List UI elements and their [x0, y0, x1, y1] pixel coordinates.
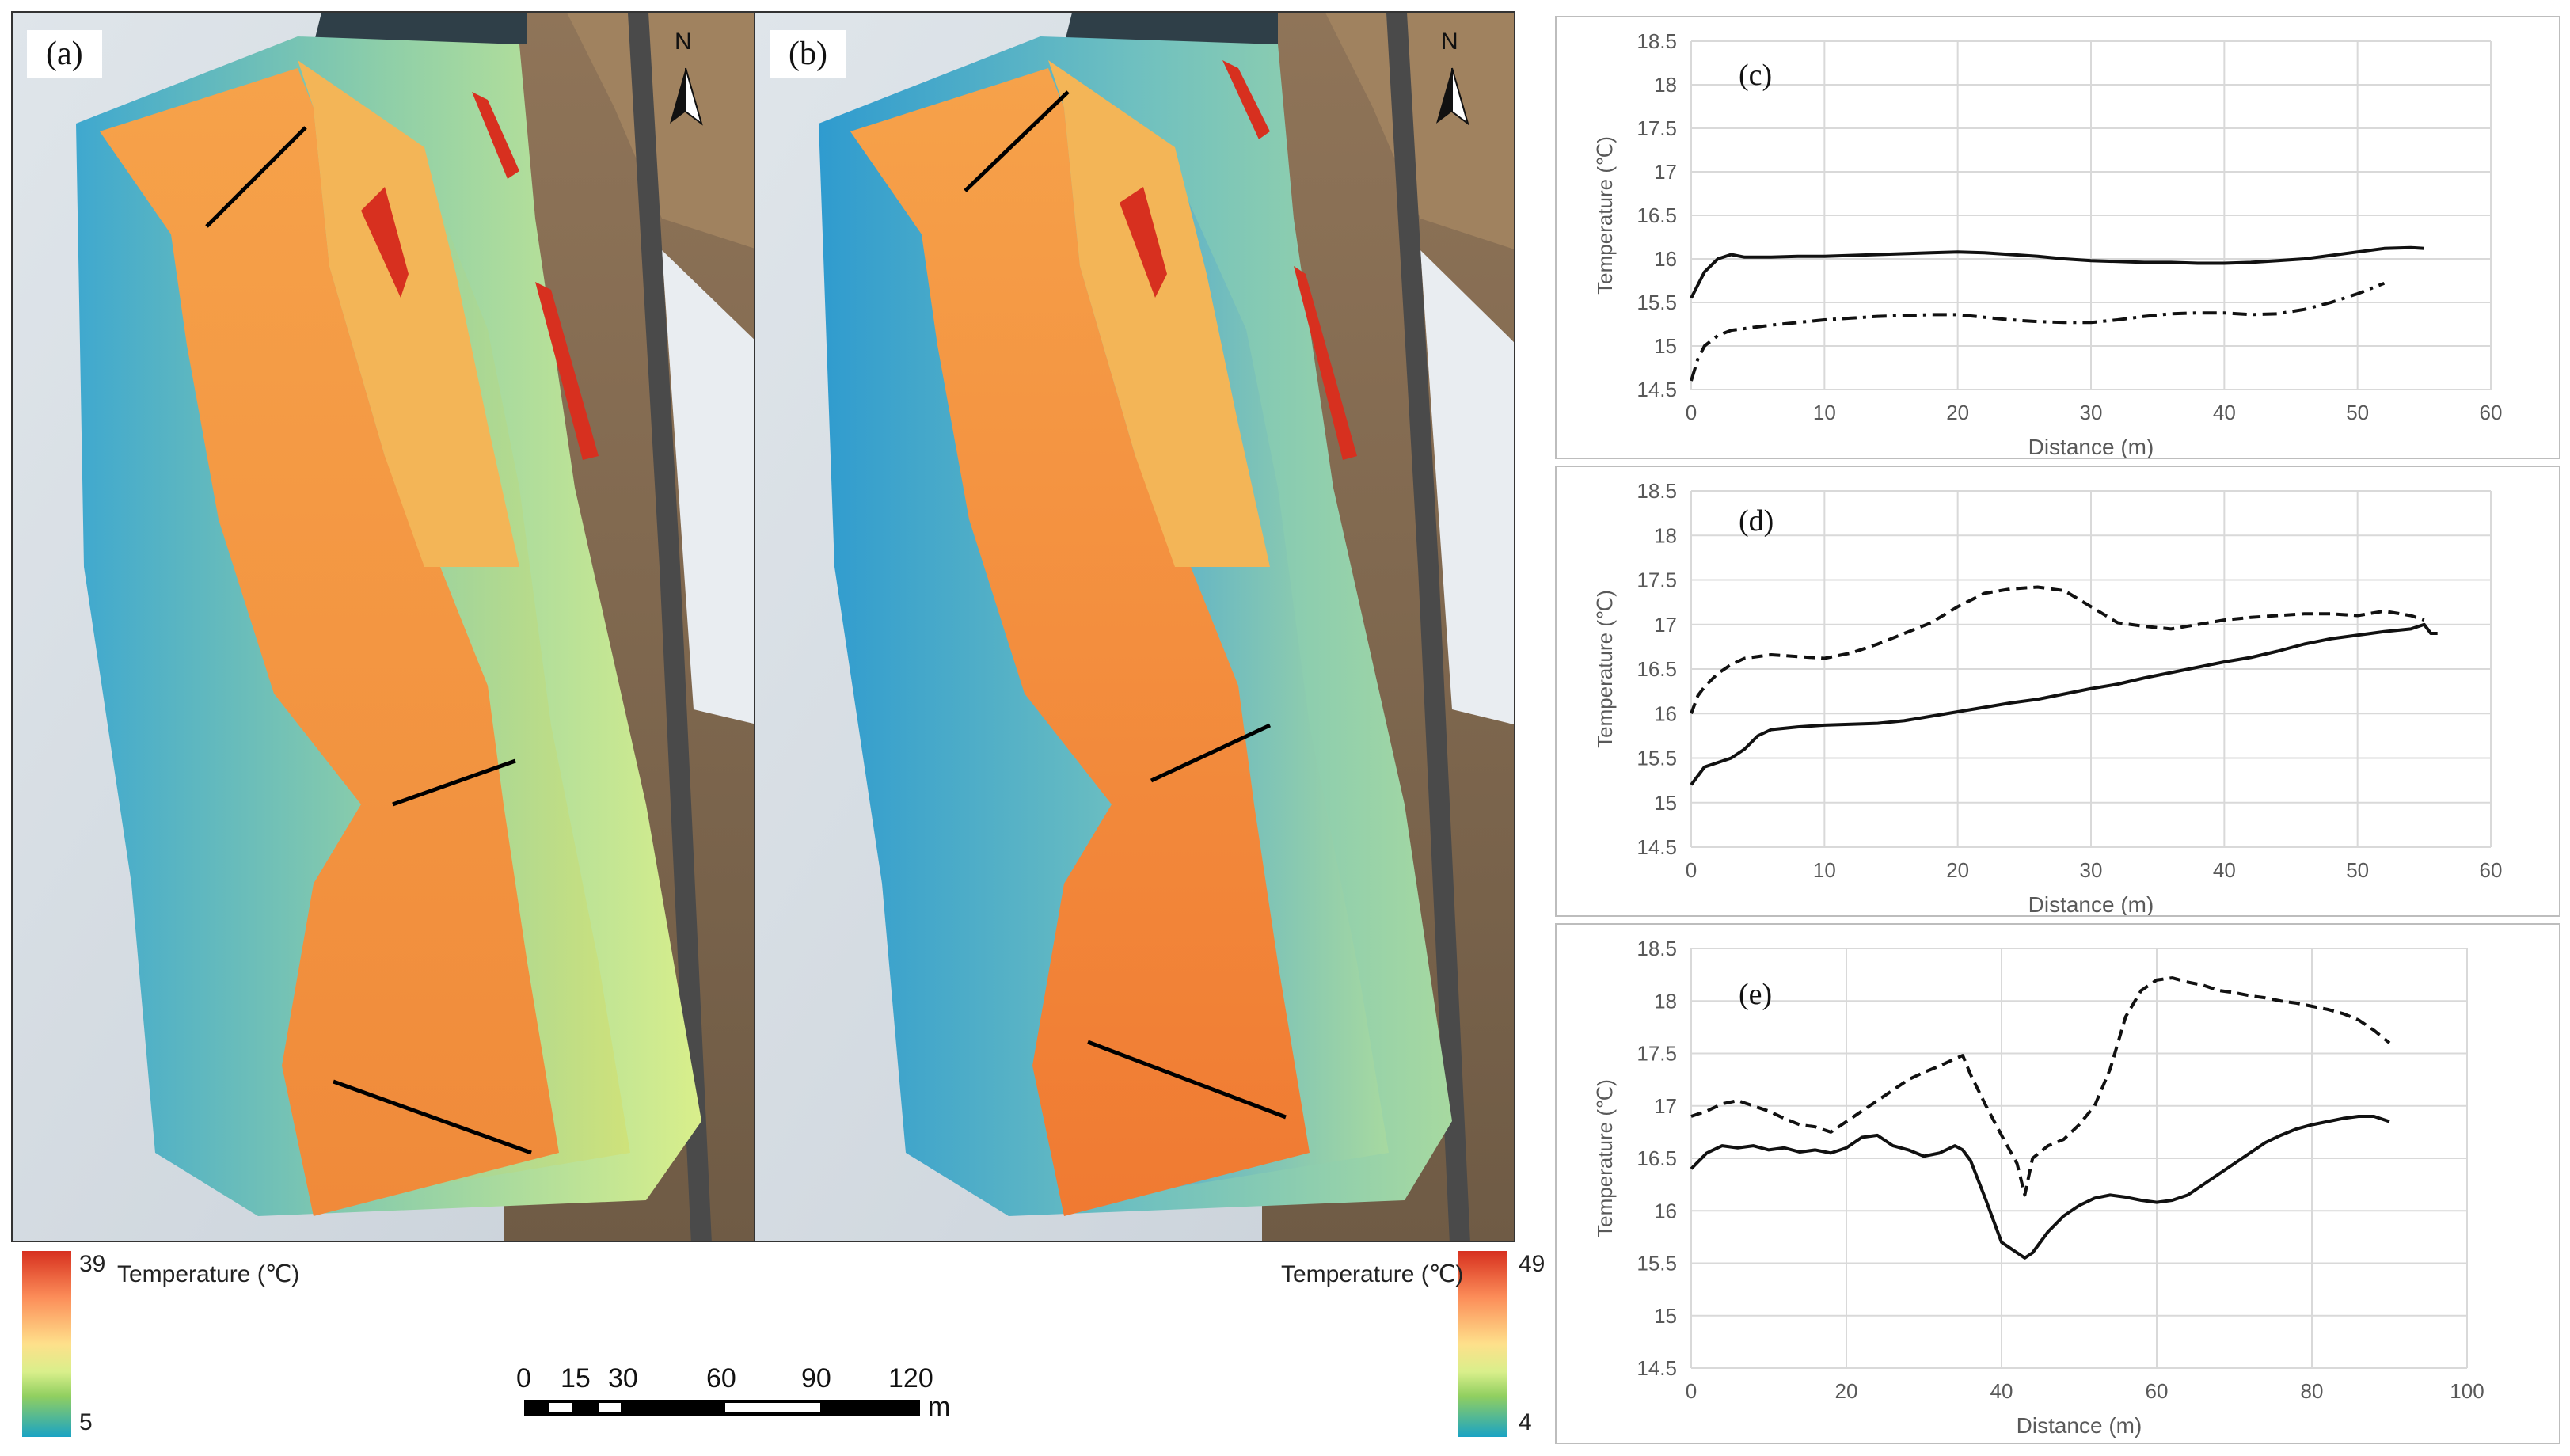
xtick-label: 0 — [1686, 1379, 1697, 1403]
ytick-label: 18.5 — [1637, 479, 1677, 503]
ytick-label: 14.5 — [1637, 378, 1677, 401]
xtick-label: 40 — [2213, 858, 2236, 882]
ytick-label: 15.5 — [1637, 291, 1677, 314]
ytick-label: 14.5 — [1637, 1356, 1677, 1380]
x-axis-label: Distance (m) — [2017, 1413, 2142, 1438]
ytick-label: 15 — [1654, 791, 1677, 815]
legend-left-max: 39 — [79, 1251, 106, 1277]
xtick-label: 60 — [2480, 401, 2503, 424]
y-axis-label: Temperature (℃) — [1593, 1079, 1617, 1237]
ytick-label: 18.5 — [1637, 29, 1677, 53]
y-axis-label: Temperature (℃) — [1593, 590, 1617, 748]
river-channel — [100, 68, 559, 1216]
ytick-label: 17 — [1654, 160, 1677, 184]
north-arrow-icon-b — [1436, 67, 1469, 126]
map-panel-b: (b) N — [754, 11, 1515, 1242]
chart-e-box: 14.5 15 15.5 16 16.5 17 17.5 18 18.5 0 20 40 60 80 100… — [1555, 923, 2560, 1444]
series-line-dashed — [1690, 976, 2391, 1197]
series-line-solid — [1690, 622, 2438, 786]
series-line-dashdot — [1690, 281, 2386, 382]
ytick-label: 15.5 — [1637, 747, 1677, 770]
legend-right-title: Temperature (℃) — [1281, 1261, 1464, 1287]
chart-d-box: 14.5 15 15.5 16 16.5 17 17.5 18 18.5 0 10 20 30 40 50 6… — [1555, 466, 2560, 917]
legend-right-min: 4 — [1519, 1409, 1532, 1435]
legend-right-max: 49 — [1519, 1251, 1545, 1277]
chart-d: 14.5 15 15.5 16 16.5 17 17.5 18 18.5 0 10 20 30 40 50 6… — [1593, 479, 2503, 915]
map-panel-a: (a) N — [11, 11, 758, 1242]
ytick-label: 15.5 — [1637, 1252, 1677, 1275]
x-axis-label: Distance (m) — [2028, 892, 2154, 915]
xtick-label: 0 — [1686, 858, 1697, 882]
xtick-label: 0 — [1686, 401, 1697, 424]
map-a-image — [13, 13, 757, 1241]
scalebar-tick-15: 15 — [561, 1363, 591, 1393]
x-axis-label: Distance (m) — [2028, 435, 2154, 458]
xtick-label: 50 — [2346, 858, 2369, 882]
series-line-solid — [1690, 1115, 2390, 1260]
legend-left-title: Temperature (℃) — [117, 1261, 300, 1287]
ytick-label: 17.5 — [1637, 568, 1677, 592]
xtick-label: 80 — [2301, 1379, 2324, 1403]
xtick-label: 40 — [1990, 1379, 2013, 1403]
ytick-label: 15 — [1654, 334, 1677, 358]
xtick-label: 30 — [2080, 401, 2103, 424]
ytick-label: 16 — [1654, 247, 1677, 271]
ytick-label: 18.5 — [1637, 937, 1677, 960]
scalebar-tick-0: 0 — [516, 1363, 531, 1393]
xtick-label: 20 — [1946, 858, 1969, 882]
ytick-label: 17.5 — [1637, 116, 1677, 140]
series-line-solid — [1690, 245, 2424, 299]
ytick-label: 16.5 — [1637, 1146, 1677, 1170]
map-b-image — [755, 13, 1514, 1241]
chart-c: 14.5 15 15.5 16 16.5 17 17.5 18 18.5 0 10 20 30 40 50 6… — [1593, 29, 2503, 458]
ytick-label: 16.5 — [1637, 657, 1677, 681]
ytick-label: 16 — [1654, 1199, 1677, 1222]
scalebar: 0 15 30 60 90 120 m — [516, 1363, 950, 1422]
legend-left-colorbar — [22, 1251, 71, 1437]
scalebar-tick-30: 30 — [608, 1363, 638, 1393]
series-line-dashed — [1690, 585, 2425, 714]
ytick-label: 16.5 — [1637, 203, 1677, 227]
chart-panel-label: (d) — [1739, 504, 1774, 538]
legend-right-colorbar — [1458, 1251, 1507, 1437]
ytick-label: 16 — [1654, 701, 1677, 725]
chart-e: 14.5 15 15.5 16 16.5 17 17.5 18 18.5 0 20 40 60 80 100… — [1593, 937, 2484, 1438]
xtick-label: 60 — [2146, 1379, 2169, 1403]
map-a-label: (a) — [27, 30, 102, 78]
ytick-label: 17 — [1654, 1094, 1677, 1118]
ytick-label: 18 — [1654, 989, 1677, 1013]
scalebar-bar — [524, 1400, 920, 1416]
scalebar-tick-120: 120 — [888, 1363, 933, 1393]
map-b-label: (b) — [770, 30, 846, 78]
scalebar-unit: m — [928, 1392, 951, 1422]
ytick-label: 18 — [1654, 73, 1677, 97]
north-label-a: N — [675, 29, 692, 55]
north-label-b: N — [1441, 29, 1458, 55]
xtick-label: 10 — [1813, 401, 1836, 424]
y-axis-label: Temperature (℃) — [1593, 136, 1617, 295]
ytick-label: 18 — [1654, 523, 1677, 547]
xtick-label: 30 — [2080, 858, 2103, 882]
chart-c-box: 14.5 15 15.5 16 16.5 17 17.5 18 18.5 0 10 20 30 40 50 6… — [1555, 16, 2560, 459]
xtick-label: 60 — [2480, 858, 2503, 882]
north-arrow-icon — [670, 67, 703, 126]
xtick-label: 100 — [2450, 1379, 2484, 1403]
scalebar-tick-90: 90 — [801, 1363, 831, 1393]
ytick-label: 14.5 — [1637, 835, 1677, 859]
xtick-label: 20 — [1835, 1379, 1858, 1403]
ytick-label: 17 — [1654, 613, 1677, 637]
chart-panel-label: (e) — [1739, 978, 1772, 1011]
xtick-label: 20 — [1946, 401, 1969, 424]
xtick-label: 10 — [1813, 858, 1836, 882]
chart-panel-label: (c) — [1739, 59, 1772, 92]
ytick-label: 15 — [1654, 1304, 1677, 1328]
river-channel-b — [850, 68, 1310, 1216]
legend-left-min: 5 — [79, 1409, 93, 1435]
scalebar-tick-60: 60 — [706, 1363, 736, 1393]
xtick-label: 40 — [2213, 401, 2236, 424]
ytick-label: 17.5 — [1637, 1042, 1677, 1066]
xtick-label: 50 — [2346, 401, 2369, 424]
